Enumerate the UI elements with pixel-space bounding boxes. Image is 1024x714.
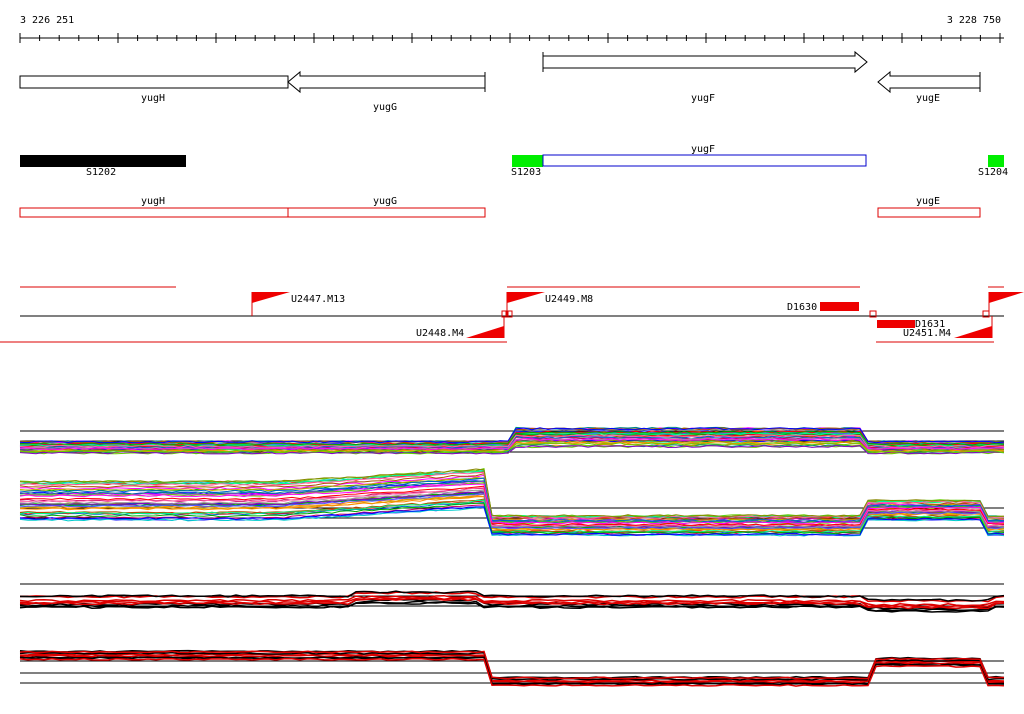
upshift-U2447-flag [252,292,290,303]
marker-square-1 [501,310,509,318]
expression-trace [19,434,1005,448]
gene-yugE-arrow [877,70,981,94]
expression-trace [19,657,1005,687]
expression-trace [19,656,1005,686]
expression-trace [19,495,1005,531]
expression-trace [19,437,1005,450]
expression-panel-1 [19,426,1005,455]
expression-trace [19,435,1005,449]
downshift-D1631-label: D1631 [915,319,945,330]
expression-trace [19,489,1005,529]
upshift-U2451[interactable]: U2451.M4 [903,316,993,339]
upshift-U2447-label: U2447.M13 [291,294,345,305]
expression-trace [19,427,1005,444]
ruler-end-label: 3 228 750 [947,15,1001,26]
segment-S1204-label: S1204 [978,167,1008,178]
segment-S1204-bar[interactable] [988,155,1004,167]
expression-trace [19,483,1005,525]
upshift-right-edge-flag [989,292,1024,303]
cds-track: yugH yugG yugE [19,196,981,218]
gene-track: yugH yugG yugF yugE [19,50,981,113]
expression-trace [19,468,1005,518]
upshift-U2449-flag [507,292,545,303]
marker-square-2 [505,310,513,318]
gene-yugH-label: yugH [141,93,165,104]
gene-yugH[interactable]: yugH [19,75,289,104]
expression-panel-4 [19,649,1005,687]
upshift-U2451-flag [954,326,992,338]
cds-box-yugH[interactable] [19,207,289,218]
downshift-D1631[interactable]: D1631 [877,319,945,330]
expression-trace [19,493,1005,530]
expression-trace [19,476,1005,522]
upshift-U2449-label: U2449.M8 [545,294,593,305]
downshift-D1630-label: D1630 [787,302,817,313]
downshift-D1631-bar [877,320,915,328]
marker-square-4 [982,310,990,318]
downshift-D1630[interactable]: D1630 [787,302,859,313]
expression-trace [19,597,1005,610]
expression-trace [19,601,1005,613]
gene-yugF[interactable]: yugF [542,50,868,104]
expression-trace [19,649,1005,679]
expression-trace [19,445,1004,455]
transcript-yugF-label: yugF [691,144,715,155]
gene-yugF-arrow [542,50,868,74]
ruler-start-label: 3 226 251 [20,15,74,26]
downshift-D1630-bar [820,302,859,311]
coordinate-ruler: 3 226 251 3 228 750 [19,15,1004,43]
expression-trace [19,650,1005,680]
cds-box-yugG[interactable] [287,207,486,218]
gene-yugH-arrow [19,75,289,89]
expression-trace [19,499,1005,534]
expression-trace [19,442,1005,453]
expression-trace [19,485,1005,526]
segment-S1203-bar[interactable] [512,155,543,167]
gene-yugE-label: yugE [916,93,940,104]
segment-S1202-label: S1202 [86,167,116,178]
upshift-U2448[interactable]: U2448.M4 [416,316,505,339]
gene-yugG[interactable]: yugG [287,70,486,113]
upshift-U2448-flag [466,326,504,338]
expression-trace [19,506,1005,536]
expression-trace [19,654,1005,684]
expression-trace [19,502,1005,535]
upshift-U2449[interactable]: U2449.M8 [506,292,593,316]
shift-track: U2447.M13 U2449.M8 U2448.M4 U2451.M4 D16… [0,286,1024,343]
gene-yugG-label: yugG [373,102,397,113]
expression-trace [19,438,1004,451]
expression-trace [19,496,1005,531]
expression-trace [19,651,1004,681]
upshift-right-edge[interactable] [988,292,1024,316]
segment-S1202-bar[interactable] [20,155,186,167]
expression-trace [19,594,1005,607]
expression-panel-2 [19,467,1005,537]
gene-yugE[interactable]: yugE [877,70,981,104]
gene-yugG-arrow [287,70,486,94]
upshift-U2447[interactable]: U2447.M13 [251,292,345,316]
cds-yugE-label: yugE [916,196,940,207]
upshift-U2448-label: U2448.M4 [416,328,464,339]
transcript-yugF-box[interactable] [542,154,867,167]
upshift-U2451-label: U2451.M4 [903,328,951,339]
cds-yugG-label: yugG [373,196,397,207]
cds-box-yugE[interactable] [877,207,981,218]
marker-square-3 [869,310,877,318]
segment-track: S1202 S1203 yugF S1204 [20,144,1008,178]
segment-S1203-label: S1203 [511,167,541,178]
expression-trace [19,430,1005,446]
gene-yugF-label: yugF [691,93,715,104]
expression-trace [19,590,1005,602]
expression-trace [19,472,1005,519]
cds-yugH-label: yugH [141,196,165,207]
expression-panels [19,426,1005,687]
expression-panel-3 [19,583,1005,613]
expression-trace [19,477,1005,523]
expression-trace [19,473,1005,520]
expression-trace [20,487,1005,527]
ruler-ticks [19,33,1001,43]
